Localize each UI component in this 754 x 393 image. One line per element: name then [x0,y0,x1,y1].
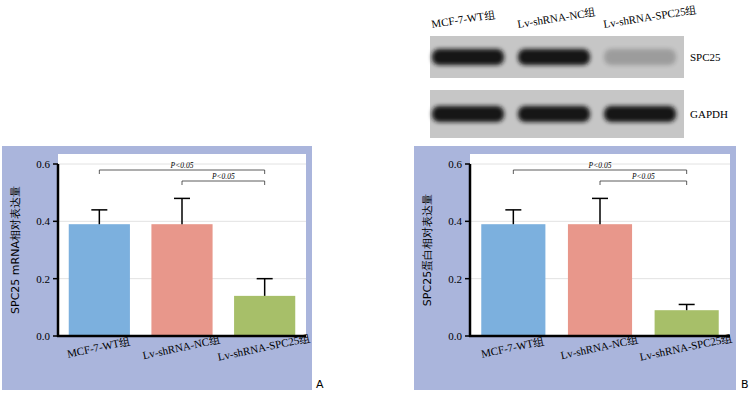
grid-line [470,336,730,337]
annotation: P<0.05 [170,161,194,170]
error-line [686,304,688,310]
axis-title: SPC25蛋白相对表达量 [421,194,434,306]
comparison-bracket: P<0.05 [182,172,265,185]
band [432,106,504,122]
category-label: MCF-7-WT组 [480,335,545,360]
error-bar [174,198,190,224]
category-label: MCF-7-WT组 [66,335,131,360]
error-line [99,210,101,224]
x-axis [57,335,306,338]
error-bar [679,304,695,310]
x-axis [469,335,730,338]
category-label: Lv-shRNA-SPC25组 [639,331,734,362]
bar [655,310,719,336]
bar [69,224,130,336]
error-bar [91,210,107,224]
blot-membrane [430,90,684,138]
band [518,106,590,122]
y-axis [469,164,472,337]
comparison-bracket: P<0.05 [99,161,264,174]
error-bar [505,210,521,224]
error-bar [592,198,608,224]
axis-title: SPC25 mRNA相对表达量 [9,186,22,314]
lane-label: Lv-shRNA-NC组 [516,6,596,30]
band-label: GAPDH [690,108,728,120]
plot-background [58,154,306,336]
band [432,49,504,65]
tick-label: 0.2 [448,273,462,285]
error-cap [505,209,521,211]
panel-background [414,146,736,390]
annotation: P<0.05 [588,161,612,170]
plot-background [470,154,730,336]
panel-background [2,146,312,390]
annotation: P<0.05 [211,172,235,181]
category-label: Lv-shRNA-NC组 [141,333,221,361]
category-label: Lv-shRNA-NC组 [559,333,639,361]
tick-label: 0.4 [448,215,462,227]
tick-label: 0.6 [448,158,462,170]
tick-label: 0.2 [36,273,50,285]
tick-label: 0.6 [36,158,50,170]
band [604,49,676,65]
error-line [513,210,515,224]
y-axis [57,164,60,337]
bracket-line [182,181,265,185]
error-cap [592,198,608,200]
western-blot: MCF-7-WT组 Lv-shRNA-NC组Lv-shRNA-SPC25组 SPC2… [430,3,728,138]
category-label: Lv-shRNA-SPC25组 [217,331,312,362]
band [518,49,590,65]
comparison-bracket: P<0.05 [600,172,687,185]
error-cap [174,198,190,200]
marks [69,198,296,336]
band [604,106,676,122]
error-line [264,279,266,296]
bar [151,224,212,336]
error-line [181,198,183,224]
bar [481,224,545,336]
lane-label: Lv-shRNA-SPC25组 [602,3,697,30]
band-label: SPC25 [690,51,721,63]
tick-label: 0.4 [36,215,50,227]
lane-label: MCF-7-WT组 [430,8,495,30]
bracket-line [600,181,687,185]
panel-label: B [741,378,749,391]
blot-membrane [430,36,684,78]
grid-line [58,336,306,337]
error-cap [91,209,107,211]
error-bar [257,279,273,296]
bar [568,224,632,336]
error-cap [679,304,695,306]
annotation: P<0.05 [631,172,655,181]
figure: 0.00.20.40.6MCF-7-WT组Lv-shRNA-NC组Lv-shRN… [0,0,754,393]
marks [481,198,718,336]
error-line [599,198,601,224]
panel: 0.0 0.2 0.4 0.6 MCF-7-WT组 Lv-shRNA-NC组Lv-shRN… [414,146,749,391]
tick-label: 0.0 [36,330,50,342]
bracket-line [513,170,686,174]
bar [234,296,295,336]
comparison-bracket: P<0.05 [513,161,686,174]
tick-label: 0.0 [448,330,462,342]
panel-label: A [316,378,324,391]
error-cap [257,278,273,280]
panel: 0.0 0.2 0.4 0.6 MCF-7-WT组 Lv-shRNA-NC组Lv-shRN… [2,146,324,391]
bracket-line [99,170,264,174]
